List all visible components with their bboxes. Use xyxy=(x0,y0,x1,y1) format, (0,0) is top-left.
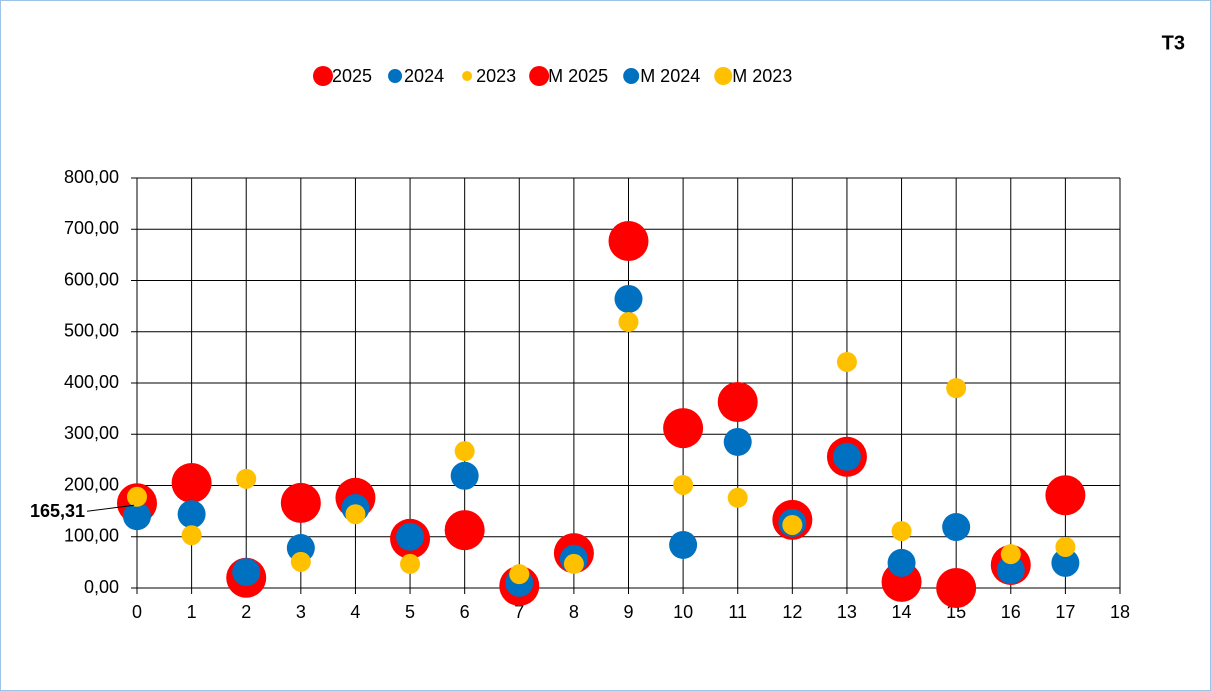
x-tick-label: 13 xyxy=(837,602,857,622)
point xyxy=(123,502,151,531)
x-tick-label: 5 xyxy=(405,602,415,622)
x-tick-label: 12 xyxy=(782,602,802,622)
point xyxy=(669,530,698,559)
point xyxy=(891,521,912,542)
point xyxy=(400,553,421,574)
legend-label: 2024 xyxy=(404,66,444,86)
y-tick-label: 100,00 xyxy=(64,526,119,546)
x-tick-label: 14 xyxy=(892,602,912,622)
point xyxy=(936,568,977,608)
point xyxy=(836,351,857,372)
y-tick-label: 800,00 xyxy=(64,167,119,187)
point xyxy=(673,474,694,495)
x-tick-label: 17 xyxy=(1055,602,1075,622)
x-tick-label: 9 xyxy=(623,602,633,622)
legend-label: M 2025 xyxy=(548,66,608,86)
point xyxy=(782,514,803,535)
legend-marker xyxy=(623,68,640,84)
point xyxy=(290,551,311,572)
point xyxy=(618,312,639,333)
point xyxy=(832,442,861,471)
legend-marker xyxy=(462,71,473,81)
point xyxy=(232,558,261,587)
point xyxy=(1045,475,1086,516)
point xyxy=(996,556,1025,585)
y-tick-label: 600,00 xyxy=(64,269,119,289)
point xyxy=(236,468,257,489)
point xyxy=(454,441,475,462)
legend-label: M 2024 xyxy=(640,66,700,86)
point xyxy=(727,487,748,508)
y-tick-label: 400,00 xyxy=(64,372,119,392)
point xyxy=(396,522,425,551)
x-tick-label: 8 xyxy=(569,602,579,622)
x-tick-label: 3 xyxy=(296,602,306,622)
point xyxy=(1051,548,1080,577)
legend-marker xyxy=(313,66,333,86)
x-tick-label: 7 xyxy=(514,602,524,622)
point xyxy=(946,378,967,399)
point xyxy=(717,381,758,422)
legend-label: 2025 xyxy=(332,66,372,86)
x-tick-label: 16 xyxy=(1001,602,1021,622)
point xyxy=(127,486,147,507)
point xyxy=(509,564,530,585)
point xyxy=(345,504,366,525)
point xyxy=(171,462,212,503)
chart-title: T3 xyxy=(1162,32,1185,54)
legend-marker xyxy=(388,69,403,83)
data-label: 165,31 xyxy=(30,501,85,521)
x-tick-label: 18 xyxy=(1110,602,1130,622)
x-tick-label: 0 xyxy=(132,602,142,622)
point xyxy=(1000,544,1021,565)
x-tick-label: 6 xyxy=(460,602,470,622)
x-tick-label: 10 xyxy=(673,602,693,622)
y-tick-label: 300,00 xyxy=(64,423,119,443)
point xyxy=(608,221,649,262)
point xyxy=(942,513,971,542)
point xyxy=(280,482,321,523)
point xyxy=(177,500,206,529)
x-tick-label: 2 xyxy=(241,602,251,622)
point xyxy=(1055,537,1076,557)
point xyxy=(563,553,584,574)
x-tick-label: 11 xyxy=(728,602,747,622)
y-tick-label: 700,00 xyxy=(64,218,119,238)
point xyxy=(450,461,479,490)
point xyxy=(723,427,752,456)
point xyxy=(181,525,202,546)
x-tick-label: 4 xyxy=(350,602,360,622)
point xyxy=(663,408,704,449)
legend-marker xyxy=(529,66,550,86)
point xyxy=(444,510,485,551)
x-tick-label: 1 xyxy=(187,602,197,622)
label-leader xyxy=(86,504,135,512)
point xyxy=(887,548,916,577)
legend-label: 2023 xyxy=(476,66,516,86)
y-tick-label: 0,00 xyxy=(84,577,119,597)
legend-marker xyxy=(714,67,733,85)
legend-label: M 2023 xyxy=(732,66,792,86)
y-tick-label: 200,00 xyxy=(64,474,119,494)
y-tick-label: 500,00 xyxy=(64,321,119,341)
point xyxy=(614,284,643,313)
